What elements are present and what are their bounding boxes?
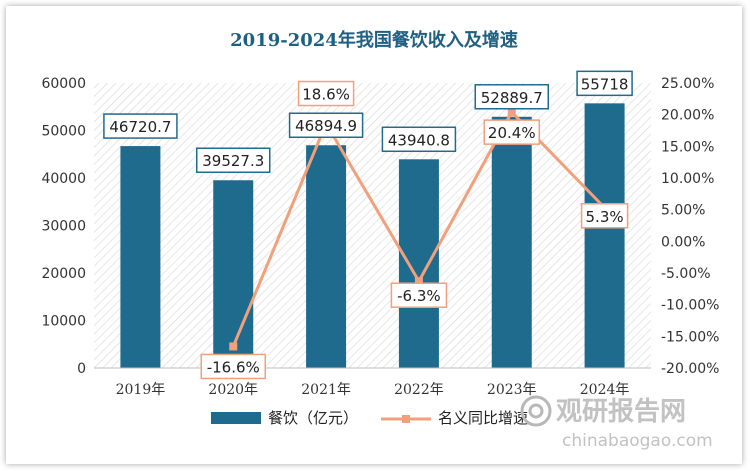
- bar-data-label-box: [576, 70, 633, 97]
- x-tick-label: 2022年: [394, 382, 444, 398]
- growth-data-label: -16.6%: [207, 358, 260, 376]
- growth-marker-3: [414, 277, 423, 286]
- y-left-tick-label: 30000: [41, 219, 86, 235]
- x-tick-label: 2024年: [580, 382, 630, 398]
- legend-line-marker: [402, 415, 410, 423]
- y-right-tick-label: 25.00%: [661, 76, 714, 92]
- y-left-tick-label: 40000: [41, 171, 86, 187]
- bar-data-label: 55718: [581, 75, 629, 93]
- growth-data-label: -6.3%: [397, 287, 441, 305]
- bar-1: [120, 146, 161, 368]
- legend-bar-label: 餐饮（亿元）: [268, 409, 358, 427]
- y-left-tick-label: 10000: [41, 314, 86, 330]
- y-right-tick-label: -20.00%: [661, 361, 719, 377]
- growth-data-label-box: [483, 119, 540, 145]
- bar-data-label-box: [103, 113, 178, 139]
- bar-data-label-box: [196, 147, 271, 173]
- growth-data-label-box: [200, 353, 266, 380]
- watermark-cn: 观研报告网: [556, 396, 686, 427]
- y-right-tick-label: -5.00%: [661, 266, 711, 282]
- x-tick-label: 2021年: [301, 382, 351, 398]
- watermark-logo-icon: [520, 395, 552, 427]
- growth-data-label: 18.6%: [302, 86, 350, 104]
- chart-svg: 0 10000 20000 30000 40000 50000 60000 -20.00% -1…: [41, 29, 719, 451]
- growth-data-label-box: [297, 80, 355, 107]
- y-right-tick-label: 5.00%: [661, 203, 705, 219]
- growth-data-label: 20.4%: [488, 124, 536, 142]
- y-left-tick-label: 20000: [41, 266, 86, 282]
- bar-3: [306, 145, 347, 368]
- bar-6: [584, 103, 625, 368]
- chart-frame: 0 10000 20000 30000 40000 50000 60000 -20.00% -1…: [6, 6, 742, 464]
- bar-4: [398, 159, 439, 368]
- bar-data-label-box: [474, 84, 549, 110]
- y-right-tick-label: 0.00%: [661, 234, 705, 250]
- bar-2: [213, 180, 254, 368]
- chart-title: 2019-2024年我国餐饮收入及增速: [230, 29, 518, 51]
- x-tick-label: 2023年: [487, 382, 537, 398]
- growth-data-label-box: [580, 203, 629, 229]
- watermark-en: chinabaogao.com: [562, 431, 713, 451]
- legend-line-label: 名义同比增速: [438, 409, 528, 427]
- growth-data-label-box: [390, 282, 448, 308]
- growth-data-label: 5.3%: [586, 208, 624, 226]
- growth-marker-4: [507, 108, 516, 117]
- x-tick-label: 2020年: [208, 382, 258, 398]
- y-right-tick-label: 10.00%: [661, 171, 714, 187]
- y-left-tick-label: 50000: [41, 124, 86, 140]
- watermark-logo-inner-icon: [528, 403, 544, 419]
- plot-background: [94, 83, 651, 368]
- growth-marker-1: [229, 342, 238, 351]
- bar-data-label: 52889.7: [481, 89, 543, 107]
- y-left-tick-label: 0: [77, 361, 86, 377]
- bar-data-label: 39527.3: [202, 152, 264, 170]
- x-tick-label: 2019年: [116, 382, 166, 398]
- bar-5: [491, 116, 532, 368]
- y-right-tick-label: 20.00%: [661, 108, 714, 124]
- bar-data-label: 46720.7: [109, 118, 171, 136]
- y-right-tick-label: 15.00%: [661, 139, 714, 155]
- y-left-tick-label: 60000: [41, 76, 86, 92]
- bar-data-label-box: [288, 112, 364, 138]
- bar-data-label: 46894.9: [295, 117, 357, 135]
- bar-data-label: 43940.8: [388, 131, 450, 149]
- y-right-tick-label: -10.00%: [661, 298, 719, 314]
- legend-bar-swatch: [211, 412, 261, 424]
- y-right-tick-label: -15.00%: [661, 329, 719, 345]
- bar-data-label-box: [381, 126, 457, 153]
